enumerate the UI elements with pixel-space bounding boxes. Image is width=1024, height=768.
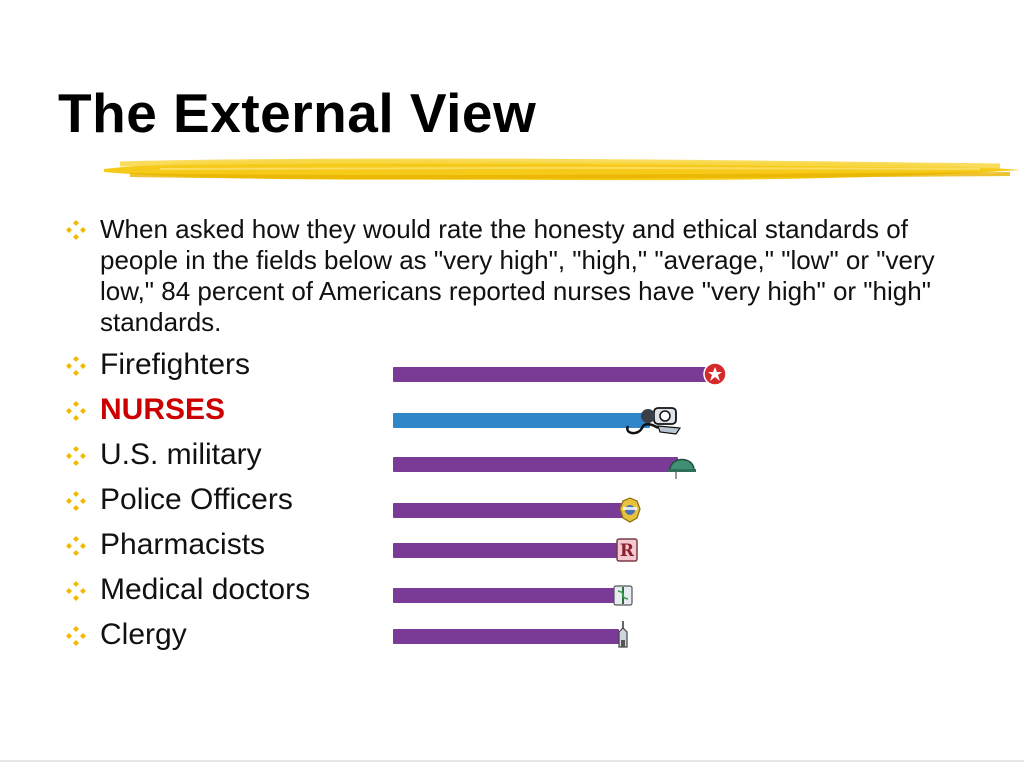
military-helmet-icon: [668, 458, 696, 479]
diamond-bullet-icon: [64, 444, 88, 468]
police-badge-icon: [619, 497, 641, 523]
title-highlight-stroke: [104, 158, 1020, 181]
bar-nurses: [393, 413, 650, 428]
diamond-bullet-icon: [64, 534, 88, 558]
diamond-bullet-icon: [64, 218, 88, 242]
list-item-label: Pharmacists: [100, 528, 266, 561]
intro-paragraph: When asked how they would rate the hones…: [100, 214, 935, 337]
page-title: The External View: [58, 82, 537, 144]
list-item-label: Firefighters: [100, 348, 251, 381]
diamond-bullet-icon: [64, 354, 88, 378]
stethoscope-icon: [626, 407, 682, 435]
bar-medical-doctors: [393, 588, 619, 603]
list-item-label: NURSES: [100, 393, 226, 426]
diamond-bullet-icon: [64, 579, 88, 603]
bar-u-s-military: [393, 457, 678, 472]
firefighter-emblem-icon: [703, 362, 727, 386]
caduceus-icon: [613, 585, 633, 606]
bar-police-officers: [393, 503, 626, 518]
bar-clergy: [393, 629, 619, 644]
prescription-rx-icon: R: [616, 538, 638, 562]
list-item-label: Clergy: [100, 618, 187, 651]
list-item-label: Medical doctors: [100, 573, 311, 606]
list-item-label: U.S. military: [100, 438, 262, 471]
diamond-bullet-icon: [64, 624, 88, 648]
list-item-label: Police Officers: [100, 483, 293, 516]
bar-firefighters: [393, 367, 711, 382]
church-steeple-icon: [618, 621, 628, 648]
bar-pharmacists: [393, 543, 623, 558]
diamond-bullet-icon: [64, 489, 88, 513]
diamond-bullet-icon: [64, 399, 88, 423]
svg-text:R: R: [620, 541, 635, 561]
bottom-divider: [0, 760, 1024, 762]
